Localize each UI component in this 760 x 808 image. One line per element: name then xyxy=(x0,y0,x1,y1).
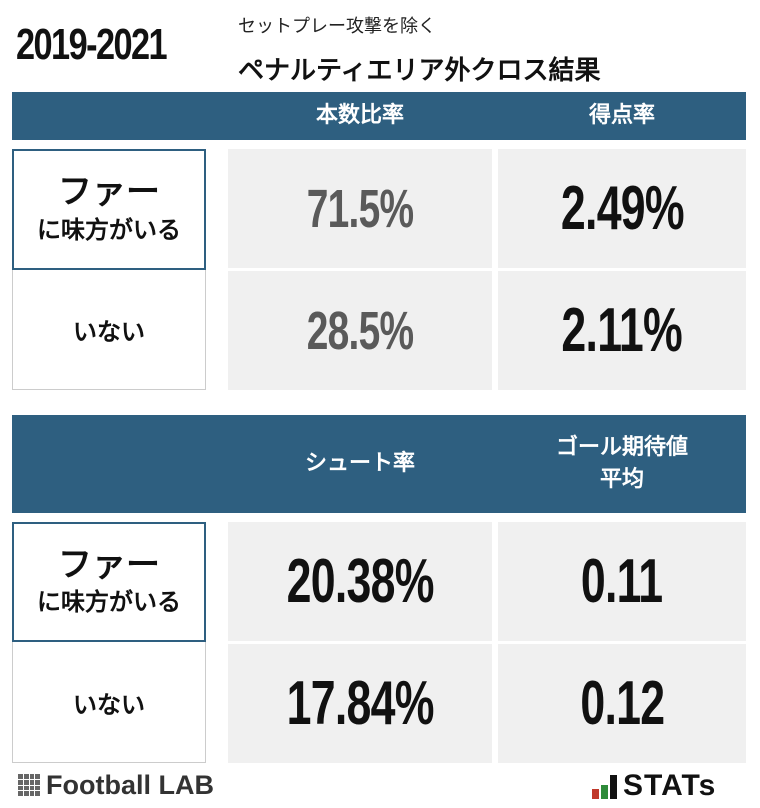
subtitle: セットプレー攻撃を除く xyxy=(238,16,436,37)
table1-none-ratio-cell: 28.5% xyxy=(228,271,492,390)
row-far-label-main: ファー xyxy=(58,172,160,213)
far-shot-rate-value: 20.38% xyxy=(286,547,434,616)
table2-none-shot-cell: 17.84% xyxy=(228,644,492,763)
table1-col-score-header: 得点率 xyxy=(588,103,655,129)
table2-col-shot-header: シュート率 xyxy=(304,451,415,477)
table1-row-none-label: いない xyxy=(12,270,206,390)
football-lab-logo: Football LAB xyxy=(18,770,214,800)
page-title: ペナルティエリア外クロス結果 xyxy=(238,56,601,86)
table2-none-xg-cell: 0.12 xyxy=(498,644,746,763)
table2-col-xg-header: ゴール期待値 平均 xyxy=(498,415,746,513)
year-range: 2019-2021 xyxy=(16,20,168,69)
none-score-rate-value: 2.11% xyxy=(561,296,683,365)
table1-none-score-cell: 2.11% xyxy=(498,271,746,390)
none-ratio-value: 28.5% xyxy=(306,300,414,361)
football-lab-grid-icon xyxy=(18,774,40,796)
table2-header xyxy=(12,415,746,513)
far-xg-value: 0.11 xyxy=(581,547,663,616)
far-ratio-value: 71.5% xyxy=(306,178,414,239)
stats-logo: STATs xyxy=(592,769,717,802)
table2-far-shot-cell: 20.38% xyxy=(228,522,492,641)
table2-far-xg-cell: 0.11 xyxy=(498,522,746,641)
stats-bars-icon xyxy=(592,773,617,799)
table1-far-ratio-cell: 71.5% xyxy=(228,149,492,268)
table2-row-none-label: いない xyxy=(12,642,206,763)
table1-header xyxy=(12,92,746,140)
row-far-label-sub: に味方がいる xyxy=(37,588,181,617)
table2-row-far-label: ファー に味方がいる xyxy=(12,522,206,642)
far-score-rate-value: 2.49% xyxy=(560,174,685,243)
table1-row-far-label: ファー に味方がいる xyxy=(12,149,206,270)
xg-header-line1: ゴール期待値 xyxy=(555,435,688,461)
football-lab-text: Football LAB xyxy=(46,769,214,800)
row-far-label-main: ファー xyxy=(58,544,160,585)
stats-text: STATs xyxy=(623,769,717,802)
table1-far-score-cell: 2.49% xyxy=(498,149,746,268)
none-xg-value: 0.12 xyxy=(579,669,665,738)
row-far-label-sub: に味方がいる xyxy=(37,215,181,244)
none-shot-rate-value: 17.84% xyxy=(286,669,434,738)
table1-col-ratio-header: 本数比率 xyxy=(315,103,404,129)
xg-header-line2: 平均 xyxy=(599,467,644,492)
